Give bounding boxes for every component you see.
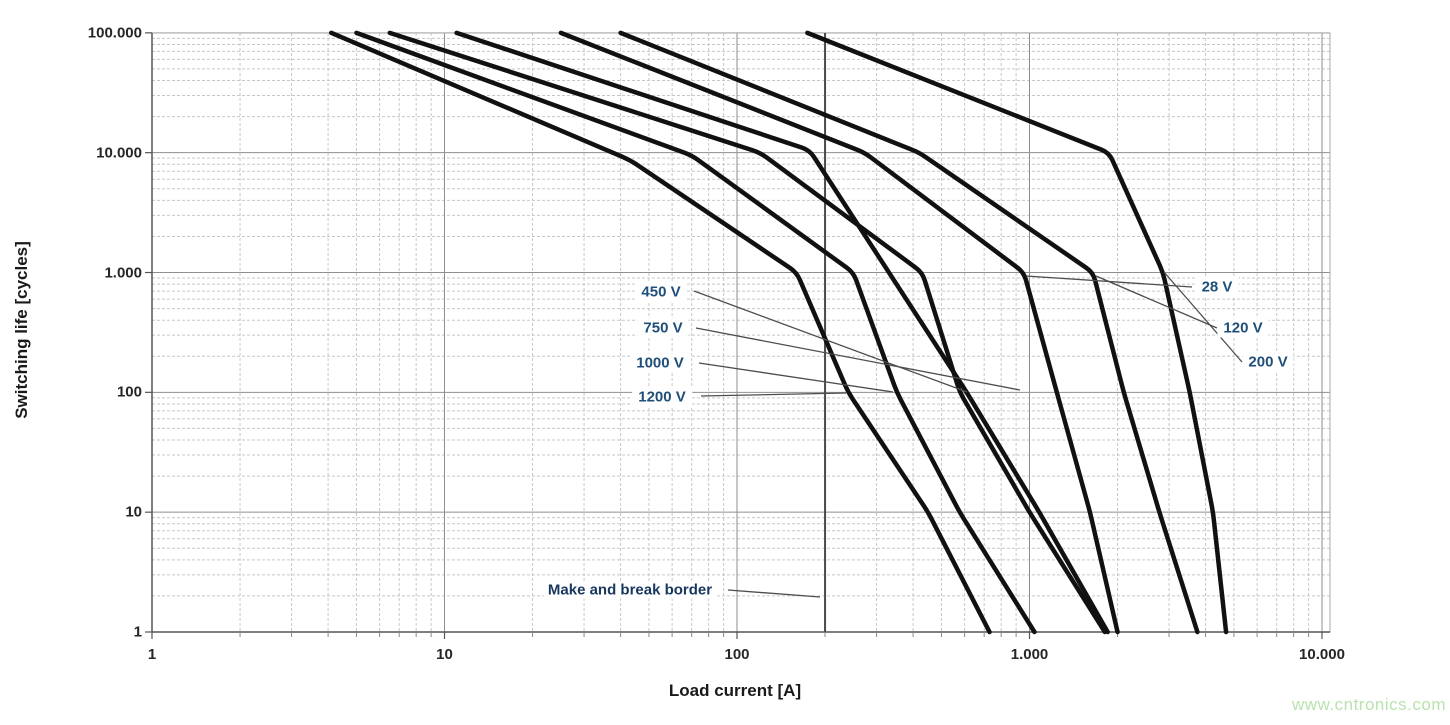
leader-lines [693, 271, 1243, 598]
y-axis-title: Switching life [cycles] [12, 241, 31, 419]
x-tick-1: 1 [147, 646, 157, 663]
curve-label-450v: 450 V [635, 282, 687, 302]
curve-450v [454, 30, 1110, 635]
x-tick-10: 10 [436, 646, 453, 663]
y-tick-100000: 100.000 [87, 24, 142, 42]
curve-label-1200v: 1200 V [632, 387, 692, 407]
watermark-text: www.cntronics.com [1292, 695, 1446, 714]
x-tick-100: 100 [724, 646, 750, 663]
x-axis-title: Load current [A] [668, 681, 802, 700]
voltage-curves [328, 30, 1229, 635]
curve-120v [618, 30, 1200, 635]
make-and-break-border-label: Make and break border [543, 581, 717, 599]
curve-750v [387, 30, 1108, 635]
y-tick-1: 1 [133, 623, 142, 641]
x-tick-1000: 1.000 [1010, 646, 1049, 663]
curve-200v [805, 30, 1229, 635]
curve-28v [558, 30, 1120, 635]
axis-ticks [145, 32, 1323, 639]
grid-lines [151, 32, 1330, 633]
x-tick-10000: 10.000 [1299, 646, 1345, 663]
y-tick-10000: 10.000 [96, 144, 142, 162]
curve-label-120v: 120 V [1217, 318, 1269, 338]
curve-1200v [328, 30, 992, 635]
curve-label-28v: 28 V [1195, 277, 1239, 297]
y-tick-100: 100 [116, 383, 142, 401]
curve-label-1000v: 1000 V [630, 353, 690, 373]
y-tick-10: 10 [125, 503, 142, 521]
curve-label-750v: 750 V [637, 318, 689, 338]
y-tick-1000: 1.000 [104, 264, 142, 281]
curve-1000v [354, 30, 1037, 635]
curve-label-200v: 200 V [1242, 352, 1294, 372]
